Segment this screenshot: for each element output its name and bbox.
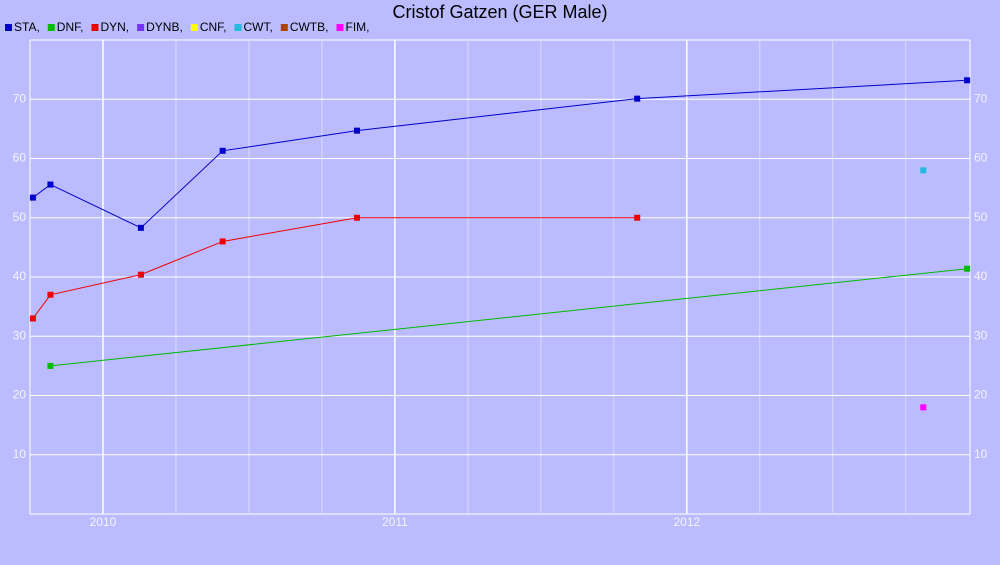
y-tick-label: 10 — [13, 447, 27, 461]
legend-label: FIM, — [345, 20, 369, 34]
point — [137, 224, 144, 231]
x-tick-label: 2011 — [382, 515, 408, 529]
y-tick-label: 30 — [13, 328, 27, 342]
legend-label: DYNB, — [146, 20, 183, 34]
point — [634, 95, 641, 102]
point — [47, 181, 54, 188]
point — [47, 362, 54, 369]
y2-tick-label: 70 — [974, 91, 988, 105]
y2-tick-label: 30 — [974, 328, 988, 342]
y-tick-label: 40 — [13, 269, 27, 283]
legend-label: CWT, — [243, 20, 272, 34]
legend-label: DNF, — [57, 20, 84, 34]
chart-title: Cristof Gatzen (GER Male) — [392, 2, 607, 22]
point — [219, 238, 226, 245]
series-line — [32, 217, 638, 319]
y-tick-label: 70 — [13, 91, 27, 105]
legend-swatch — [5, 24, 12, 31]
legend-label: CWTB, — [290, 20, 329, 34]
point — [353, 127, 360, 134]
series-line — [50, 268, 968, 367]
x-tick-label: 2012 — [673, 515, 700, 529]
legend-label: STA, — [14, 20, 40, 34]
legend-swatch — [280, 24, 288, 31]
y-tick-label: 50 — [13, 210, 27, 224]
point — [920, 167, 927, 174]
legend-swatch — [137, 24, 145, 31]
legend-swatch — [190, 24, 198, 31]
point — [920, 404, 927, 411]
y2-tick-label: 40 — [974, 269, 988, 283]
y2-tick-label: 60 — [974, 151, 988, 165]
y-tick-label: 20 — [13, 388, 27, 402]
y2-tick-label: 50 — [974, 210, 988, 224]
legend-swatch — [234, 24, 242, 31]
legend-swatch — [91, 24, 99, 31]
point — [219, 147, 226, 154]
y-tick-label: 60 — [13, 151, 27, 165]
x-tick-label: 2010 — [90, 515, 117, 529]
legend-swatch — [336, 24, 344, 31]
point — [47, 291, 54, 298]
legend-swatch — [47, 24, 55, 31]
y2-tick-label: 10 — [974, 447, 988, 461]
point — [353, 214, 360, 221]
point — [29, 194, 36, 201]
legend-label: CNF, — [200, 20, 227, 34]
legend-label: DYN, — [100, 20, 129, 34]
point — [137, 271, 144, 278]
point — [634, 214, 641, 221]
point — [964, 77, 971, 84]
point — [964, 265, 971, 272]
y2-tick-label: 20 — [974, 388, 988, 402]
point — [29, 315, 36, 322]
